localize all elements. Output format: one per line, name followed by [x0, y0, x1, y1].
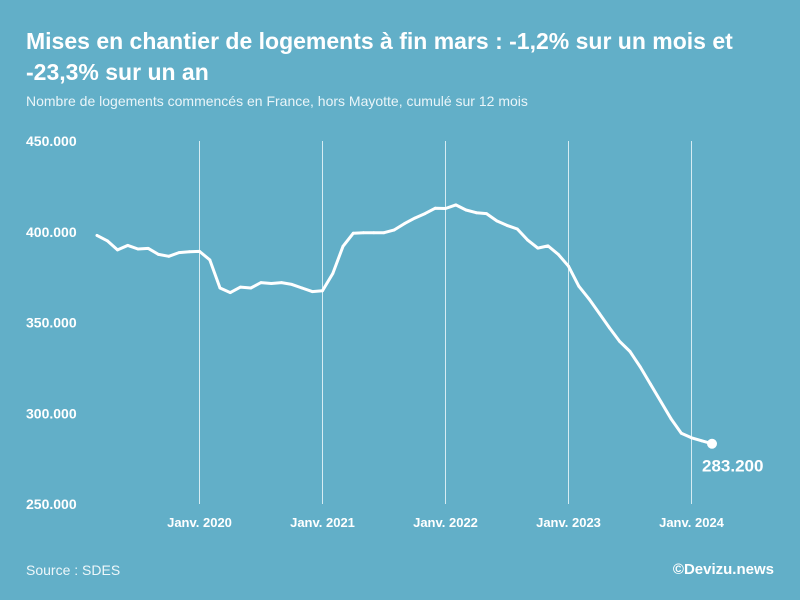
data-point — [526, 238, 529, 242]
data-point — [495, 219, 499, 223]
data-point — [433, 206, 437, 210]
data-point — [515, 227, 519, 231]
brand-credit: ©Devizu.news — [672, 561, 774, 578]
source-note: Source : SDES — [26, 562, 121, 578]
data-point — [167, 254, 171, 258]
data-point — [331, 272, 335, 275]
data-point — [556, 253, 560, 256]
chart-title: Mises en chantier de logements à fin mar… — [26, 28, 733, 85]
y-tick-label: 250.000 — [26, 496, 77, 512]
data-point — [649, 382, 652, 386]
data-point — [700, 439, 704, 443]
data-point — [146, 247, 150, 250]
data-point — [392, 228, 396, 232]
data-point — [577, 284, 581, 288]
data-point — [597, 312, 601, 315]
data-point — [464, 208, 468, 212]
data-point — [105, 239, 109, 243]
y-tick-label: 450.000 — [26, 133, 77, 149]
data-point — [269, 282, 273, 285]
y-tick-label: 300.000 — [26, 405, 77, 421]
data-point — [280, 281, 283, 284]
y-axis-tick-labels: 250.000 300.000 350.000 400.000 450.000 — [26, 133, 77, 512]
data-point — [321, 289, 324, 293]
data-point — [116, 248, 119, 252]
data-point — [259, 281, 263, 284]
data-point — [228, 291, 232, 294]
data-point — [239, 285, 242, 289]
data-point — [474, 211, 478, 215]
data-point — [300, 286, 304, 290]
y-tick-label: 350.000 — [26, 315, 77, 331]
data-point — [628, 350, 632, 353]
data-point — [136, 247, 140, 251]
data-point — [157, 253, 160, 256]
data-point — [208, 258, 212, 262]
data-point — [638, 365, 642, 369]
data-point — [505, 224, 509, 227]
x-tick-label: Janv. 2020 — [167, 515, 232, 530]
data-point — [341, 244, 345, 248]
data-point — [567, 264, 570, 268]
series-line — [95, 203, 714, 446]
data-point — [679, 431, 683, 435]
data-point — [546, 244, 550, 248]
data-point — [423, 212, 427, 216]
end-value-label: 283.200 — [702, 457, 763, 476]
chart-subtitle: Nombre de logements commencés en France,… — [26, 93, 528, 109]
data-point — [690, 436, 693, 440]
data-point — [454, 203, 458, 207]
data-point — [608, 326, 611, 330]
data-point — [403, 222, 406, 226]
data-point — [362, 231, 365, 235]
data-point — [659, 400, 663, 403]
data-point — [618, 340, 622, 343]
data-point — [218, 286, 222, 290]
x-tick-label: Janv. 2022 — [413, 515, 478, 530]
data-point — [126, 244, 130, 247]
x-tick-label: Janv. 2023 — [536, 515, 601, 530]
data-point — [413, 216, 417, 220]
data-point — [351, 231, 355, 235]
data-point — [536, 246, 540, 250]
data-point — [485, 212, 488, 216]
data-point — [249, 286, 253, 290]
vertical-gridlines — [199, 141, 692, 504]
data-point — [290, 283, 294, 286]
x-axis-tick-labels: Janv. 2020 Janv. 2021 Janv. 2022 Janv. 2023… — [167, 515, 725, 530]
y-tick-label: 400.000 — [26, 224, 77, 240]
data-point — [372, 231, 376, 235]
series-points — [95, 203, 714, 446]
data-point — [177, 251, 181, 255]
data-point — [382, 231, 386, 235]
data-point — [669, 417, 673, 421]
x-tick-label: Janv. 2024 — [659, 515, 725, 530]
data-point — [198, 250, 201, 253]
data-point — [310, 290, 314, 293]
x-tick-label: Janv. 2021 — [290, 515, 355, 530]
data-point — [187, 250, 191, 254]
end-point-marker — [707, 438, 717, 449]
data-point — [587, 297, 591, 301]
data-point — [444, 207, 447, 210]
data-point — [95, 234, 99, 237]
